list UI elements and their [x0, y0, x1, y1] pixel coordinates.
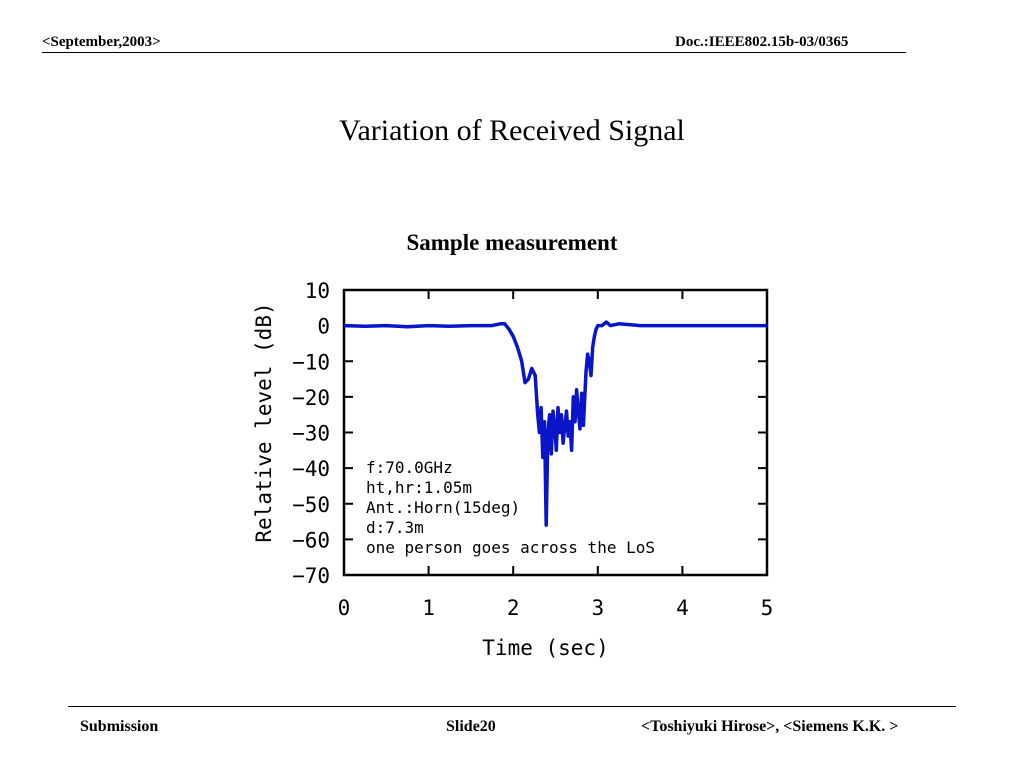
annotation-line: one person goes across the LoS [366, 538, 655, 557]
x-tick-label: 4 [676, 596, 689, 620]
y-tick-label: −60 [292, 528, 330, 552]
y-tick-label: 10 [305, 279, 330, 303]
footer-submission: Submission [80, 718, 159, 735]
header-doc-id: Doc.:IEEE802.15b-03/0365 [675, 34, 849, 50]
footer-slide-number: Slide20 [446, 718, 496, 735]
y-tick-label: −10 [292, 350, 330, 374]
y-axis-label: Relative level (dB) [252, 302, 276, 542]
footer-rule [68, 706, 956, 707]
annotation-line: Ant.:Horn(15deg) [366, 498, 520, 517]
y-tick-label: −20 [292, 386, 330, 410]
x-tick-label: 0 [338, 596, 351, 620]
footer-author: <Toshiyuki Hirose>, <Siemens K.K. > [641, 718, 899, 735]
y-tick-label: −70 [292, 564, 330, 588]
x-axis-label: Time (sec) [482, 636, 608, 660]
y-tick-label: −50 [292, 493, 330, 517]
annotation-line: ht,hr:1.05m [366, 478, 472, 497]
x-tick-label: 5 [761, 596, 774, 620]
slide-title: Variation of Received Signal [339, 114, 685, 147]
slide-subtitle: Sample measurement [406, 230, 618, 255]
x-tick-label: 2 [507, 596, 520, 620]
signal-series-line [343, 320, 767, 527]
x-tick-label: 3 [591, 596, 604, 620]
annotation-line: f:70.0GHz [366, 458, 453, 477]
y-tick-label: 0 [317, 315, 330, 339]
header-date: <September,2003> [42, 34, 161, 50]
y-tick-label: −40 [292, 457, 330, 481]
x-tick-label: 1 [422, 596, 435, 620]
annotation-line: d:7.3m [366, 518, 424, 537]
header-rule [42, 52, 906, 53]
y-tick-label: −30 [292, 422, 330, 446]
